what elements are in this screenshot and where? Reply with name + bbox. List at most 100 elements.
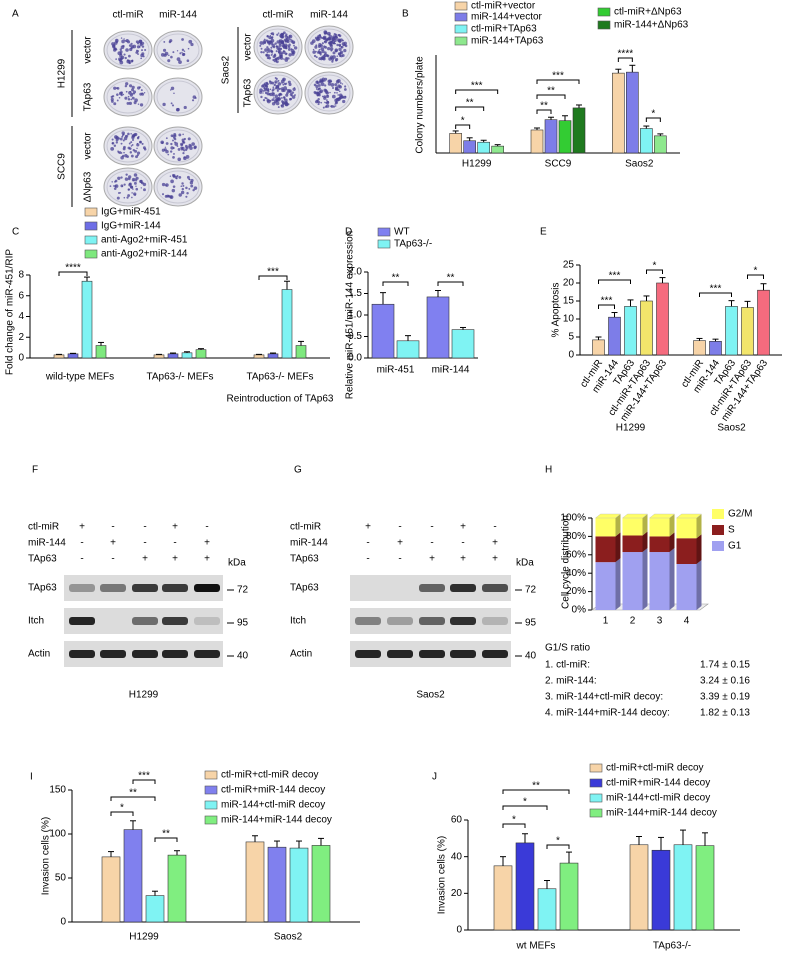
table-cell: 3.39 ± 0.19 [700,692,750,703]
colony [177,157,182,162]
colony [187,137,191,141]
x-tick-label: H1299 [129,932,159,943]
column-label: miR-144 [159,10,197,21]
colony [327,37,331,41]
legend-swatch [597,20,611,30]
colony [132,188,134,190]
bar [181,352,193,359]
plate-rim [307,28,351,66]
colony [336,55,339,57]
row-label: TAp63 [243,78,254,107]
colony [318,80,322,83]
colony [137,53,139,55]
condition-sign: - [430,522,433,533]
colony [335,86,339,90]
bar-side-shade [615,514,621,537]
bar [629,844,649,931]
cell-line-label: H1299 [129,690,159,701]
y-tick-label: 6 [18,290,24,301]
condition-sign: - [398,554,401,565]
x-axis-note: Reintroduction of TAp63 [227,394,334,405]
legend-swatch [204,800,218,810]
x-tick-label: 1 [603,616,609,627]
colony [141,41,145,45]
colony [280,97,283,99]
condition-sign: + [204,554,210,565]
colony [259,41,264,45]
y-tick-label: 0% [572,605,587,616]
blot-band [69,584,95,592]
colony [287,48,291,51]
colony [141,142,144,145]
colony [193,145,197,149]
column-label: miR-144 [310,10,348,21]
colony [318,84,321,87]
bar [626,71,639,154]
colony [315,56,318,59]
colony [133,173,138,177]
colony [173,92,175,95]
colony [265,53,269,57]
bar [451,329,475,359]
colony [123,145,126,149]
colony [333,38,337,43]
colony [125,48,129,52]
legend-swatch [84,207,98,217]
blot-band [69,617,95,625]
colony [192,188,195,192]
colony [318,57,322,61]
colony [177,147,181,151]
blot-band [132,650,158,658]
blot-band [450,617,476,625]
colony [333,91,336,94]
legend-label: ctl-miR+TAp63 [471,24,537,35]
legend-swatch [454,1,468,11]
bar-segment [649,552,670,610]
blot-band [194,617,220,625]
colony [134,132,138,137]
colony [284,101,288,105]
legend-swatch [712,509,724,519]
colony [319,53,322,56]
colony [332,105,336,108]
y-tick-label: 0.5 [348,331,362,342]
colony [318,101,321,104]
colony [126,40,131,44]
colony [313,83,317,87]
colony [175,108,180,112]
colony [135,187,139,191]
x-tick-label: miR-144 [432,365,470,376]
bar [67,353,79,359]
colony [293,87,296,89]
bar-side [669,548,675,610]
colony [328,33,331,36]
colony [188,187,191,190]
blot-band [387,650,413,658]
colony [291,91,295,94]
bar [656,282,669,356]
significance-label: *** [710,284,722,295]
significance-label: *** [471,81,483,92]
colony [160,53,165,57]
colony [178,175,182,179]
colony [194,97,197,99]
colony [293,46,298,50]
x-tick-label: 2 [630,616,636,627]
legend-label: miR-144+ctl-miR decoy [221,800,325,811]
colony [176,145,179,147]
colony [134,194,136,196]
colony [120,37,123,39]
blot-band [162,584,188,592]
colony [317,97,320,101]
panel-label: J [432,772,437,783]
significance-label: ** [447,273,455,284]
colony [266,46,269,49]
colony [136,49,139,53]
legend-label: ctl-miR+miR-144 decoy [221,785,325,796]
significance-label: * [523,797,527,808]
colony [161,182,166,187]
colony [335,97,340,102]
colony [322,36,326,40]
panel-label: G [294,465,302,476]
colony [343,41,347,46]
